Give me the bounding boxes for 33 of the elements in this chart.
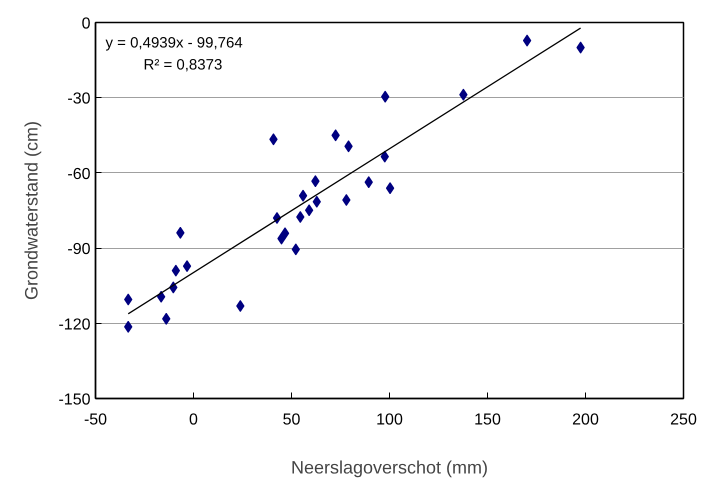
point: [304, 204, 314, 216]
x-tick-label: -50: [84, 412, 108, 428]
x-tick-label: 250: [670, 412, 697, 428]
x-tick-label: 0: [189, 412, 198, 428]
x-tick-label: 200: [572, 412, 599, 428]
y-tick-label: 0: [82, 16, 91, 32]
x-tick-label: 50: [282, 412, 300, 428]
y-tick-label: -90: [67, 241, 91, 258]
point: [459, 88, 468, 101]
y-tick-label: -120: [58, 316, 91, 334]
x-tick-label: 100: [376, 412, 403, 428]
point: [236, 300, 245, 312]
point: [298, 190, 308, 202]
point: [342, 194, 351, 206]
x-tick-label: 150: [474, 412, 501, 428]
point: [311, 175, 320, 188]
point: [182, 260, 192, 272]
y-tick-label: -30: [67, 90, 91, 108]
point: [172, 264, 180, 277]
point: [280, 227, 290, 240]
annotation: y = 0,4939x - 99,764: [106, 34, 243, 52]
y-tick-label: -60: [67, 166, 91, 183]
point: [522, 34, 532, 47]
x-axis-title: Neerslagoverschot (mm): [290, 458, 488, 478]
y-axis-title: Grondwaterstand (cm): [21, 120, 42, 300]
point: [344, 140, 353, 152]
point: [576, 42, 585, 54]
point: [269, 133, 278, 146]
point: [176, 226, 185, 239]
point: [386, 182, 394, 194]
point: [331, 129, 340, 142]
annotation: R² = 0,8373: [144, 56, 222, 74]
y-tick-label: -150: [58, 392, 91, 408]
